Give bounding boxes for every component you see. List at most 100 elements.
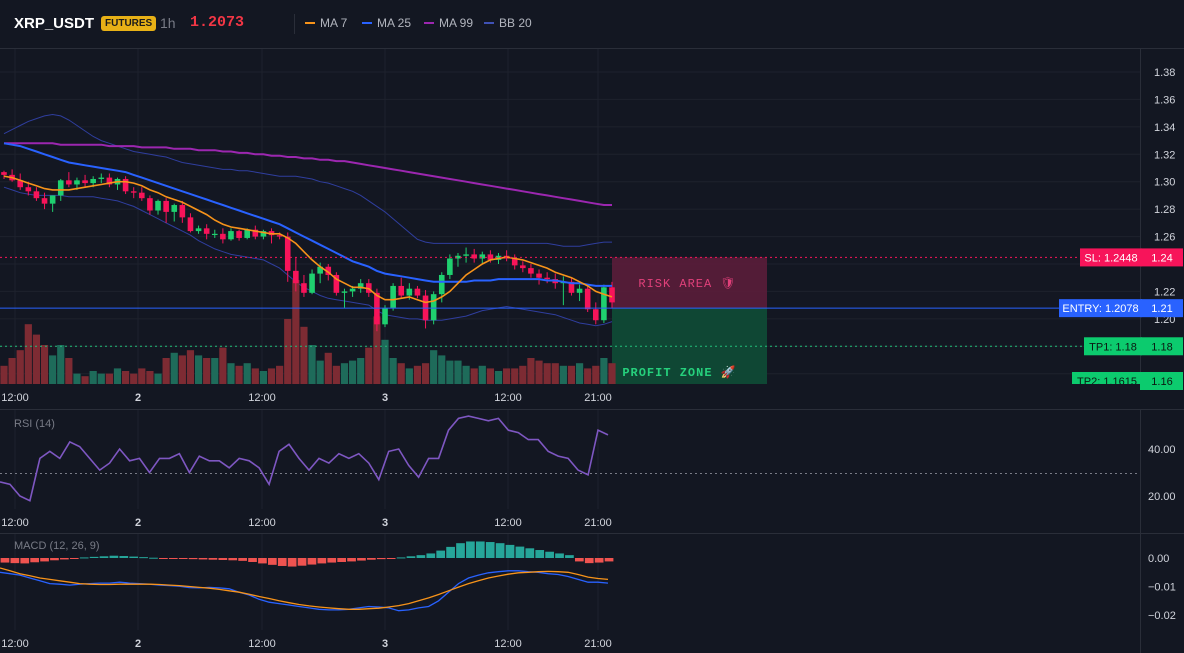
candle[interactable] — [252, 225, 259, 240]
candle[interactable] — [66, 172, 72, 188]
candle[interactable] — [511, 254, 518, 270]
candle[interactable] — [147, 195, 153, 215]
candle-body — [390, 285, 396, 308]
candle[interactable] — [236, 229, 242, 241]
risk-area-zone[interactable] — [612, 257, 767, 309]
candle[interactable] — [82, 174, 88, 188]
entry-tag[interactable]: ENTRY: 1.2078 1.21 — [1059, 299, 1183, 318]
candle[interactable] — [1, 170, 7, 179]
candle[interactable] — [471, 248, 477, 263]
time-axis-strip — [0, 384, 1140, 409]
candle[interactable] — [357, 279, 364, 293]
candle[interactable] — [163, 198, 169, 223]
candle-body — [252, 229, 259, 237]
volume-bar — [567, 365, 576, 384]
ma25-line — [3, 142, 612, 287]
candle[interactable] — [98, 173, 105, 184]
candle[interactable] — [455, 253, 461, 267]
candle[interactable] — [9, 169, 15, 182]
candle[interactable] — [139, 187, 145, 201]
candle-body — [333, 274, 340, 293]
legend-ma7[interactable]: MA 7 — [305, 16, 347, 30]
candle[interactable] — [422, 290, 429, 329]
volume-bar — [316, 360, 324, 384]
candle[interactable] — [398, 277, 405, 299]
candle[interactable] — [130, 187, 137, 199]
candle[interactable] — [568, 277, 575, 296]
candle[interactable] — [211, 229, 218, 238]
ma99-swatch — [424, 22, 434, 24]
candle[interactable] — [584, 284, 591, 312]
candle[interactable] — [260, 229, 267, 240]
candle-body — [203, 228, 210, 234]
candle[interactable] — [106, 173, 113, 188]
candle-body — [74, 180, 80, 185]
volume-bar — [413, 365, 422, 384]
candle[interactable] — [333, 272, 340, 296]
candle[interactable] — [203, 224, 210, 240]
macd-histogram-bar — [79, 557, 89, 559]
candle-body — [284, 236, 291, 271]
candle[interactable] — [114, 177, 121, 190]
rsi-pane[interactable]: 40.00 20.00 — [0, 415, 1176, 503]
candle[interactable] — [544, 272, 550, 284]
candle[interactable] — [503, 250, 510, 262]
candle[interactable] — [341, 288, 348, 308]
macd-histogram-bar — [574, 558, 584, 562]
symbol-name[interactable]: XRP_USDT — [14, 15, 95, 32]
volume-bar — [308, 345, 316, 384]
candle[interactable] — [528, 264, 534, 278]
macd-histogram-bar — [89, 556, 99, 558]
candle[interactable] — [268, 228, 275, 244]
candle[interactable] — [41, 192, 48, 210]
volume-bar — [421, 363, 430, 384]
candle[interactable] — [293, 257, 299, 292]
candle[interactable] — [390, 283, 396, 311]
candle[interactable] — [382, 305, 388, 328]
candle[interactable] — [155, 199, 161, 215]
rsi-title: RSI (14) — [14, 418, 55, 430]
candle[interactable] — [601, 284, 607, 323]
legend-ma99[interactable]: MA 99 — [424, 16, 473, 30]
sl-tag[interactable]: SL: 1.2448 1.24 — [1080, 248, 1183, 267]
candles[interactable] — [1, 169, 615, 332]
candle[interactable] — [179, 200, 186, 223]
tp1-tag[interactable]: TP1: 1.18 1.18 — [1084, 337, 1183, 356]
candle[interactable] — [414, 285, 421, 299]
legend-ma25[interactable]: MA 25 — [362, 16, 411, 30]
volume-bar — [73, 373, 81, 384]
candle[interactable] — [33, 187, 40, 201]
candle[interactable] — [576, 284, 583, 302]
volume-bar — [535, 360, 543, 384]
candle[interactable] — [309, 269, 315, 295]
candle[interactable] — [536, 269, 542, 285]
sl-tag-label: SL: 1.2448 — [1084, 252, 1137, 264]
candle[interactable] — [592, 302, 599, 325]
candle[interactable] — [220, 228, 226, 244]
candle-body — [41, 198, 48, 204]
candle[interactable] — [122, 176, 129, 195]
candle[interactable] — [463, 247, 469, 263]
macd-histogram-bar — [238, 558, 247, 561]
candle[interactable] — [301, 274, 307, 297]
candle[interactable] — [17, 173, 24, 190]
candle[interactable] — [171, 203, 178, 222]
candle[interactable] — [25, 181, 32, 196]
candle[interactable] — [479, 251, 486, 264]
macd-histogram-bar — [376, 558, 386, 560]
candle[interactable] — [195, 225, 202, 234]
candle[interactable] — [228, 228, 234, 241]
interval-selector[interactable]: 1h — [160, 15, 176, 31]
price-tick-label: 1.38 — [1154, 67, 1175, 79]
candle[interactable] — [520, 261, 526, 273]
candle[interactable] — [284, 232, 291, 282]
legend-bb20[interactable]: BB 20 — [484, 16, 532, 30]
candle[interactable] — [187, 213, 194, 233]
candle[interactable] — [49, 195, 56, 212]
candle[interactable] — [447, 254, 453, 280]
price-axis[interactable]: 1.381.361.341.321.301.281.261.221.20SL: … — [1059, 67, 1183, 390]
macd-histogram-bar — [109, 555, 119, 558]
macd-pane[interactable]: 0.00 −0.01 −0.02 — [0, 541, 1176, 622]
chart-header: XRP_USDT FUTURES 1h 1.2073 MA 7 MA 25 MA… — [0, 0, 1184, 48]
